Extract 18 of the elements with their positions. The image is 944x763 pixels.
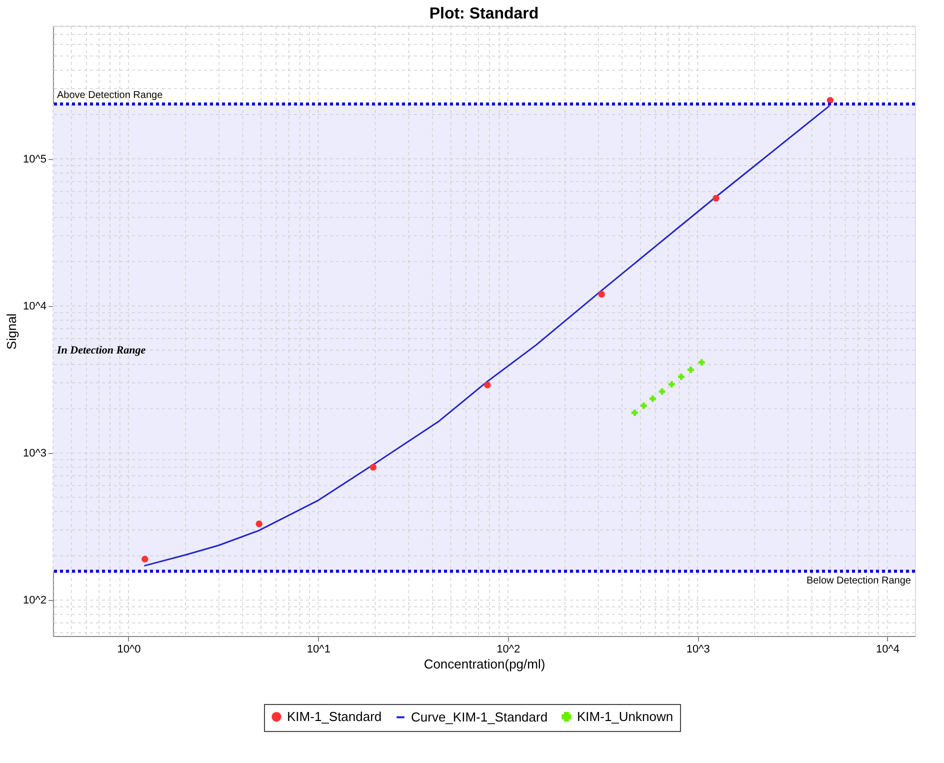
y-tick-label: 10^3 [22,448,46,460]
x-tick-label: 10^3 [686,644,710,656]
chart-title: Plot: Standard [429,6,539,23]
x-tick-label: 10^1 [306,644,330,656]
ref-line-label: Below Detection Range [806,575,912,586]
x-tick-label: 10^4 [876,644,900,656]
legend-label: Curve_KIM-1_Standard [411,709,548,724]
y-tick-label: 10^4 [22,300,46,312]
legend-label: KIM-1_Standard [287,708,382,724]
y-axis-title: Signal [4,313,19,350]
y-tick-label: 10^2 [22,594,46,607]
ref-line-label: Above Detection Range [57,90,164,101]
x-tick-label: 10^2 [496,644,520,656]
x-axis-title: Concentration(pg/ml) [424,656,546,672]
y-tick-label: 10^5 [22,153,46,166]
band-label: In Detection Range [56,344,146,356]
x-tick-label: 10^0 [117,644,141,656]
legend-label: KIM-1_Unknown [577,708,674,724]
